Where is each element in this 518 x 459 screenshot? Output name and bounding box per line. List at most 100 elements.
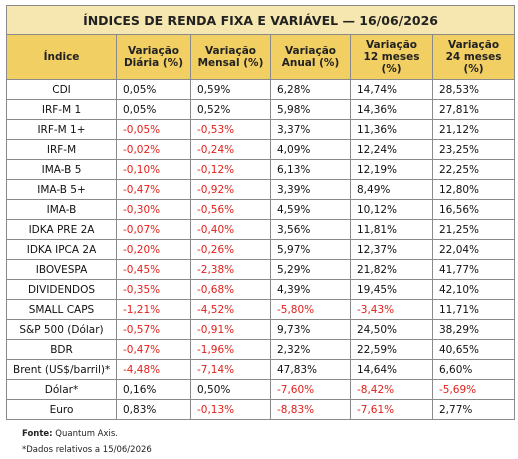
header-cell: Variação Anual (%) (270, 34, 351, 80)
value-cell: 6,60% (431, 359, 516, 380)
table-row: IDKA PRE 2A -0,07% -0,40% 3,56% 11,81% 21,25% (6, 219, 516, 240)
index-name: SMALL CAPS (6, 299, 117, 320)
note: *Dados relativos a 15/06/2026 (22, 445, 152, 455)
source: Quantum Axis. (55, 429, 119, 439)
value-cell: 41,77% (431, 259, 516, 280)
table-row: IRF-M 1+ -0,05% -0,53% 3,37% 11,36% 21,12% (6, 119, 516, 140)
value-cell: -1,96% (190, 339, 271, 360)
index-name: IDKA IPCA 2A (6, 239, 117, 260)
index-name: Dólar* (6, 379, 117, 400)
value-cell: 40,65% (431, 339, 516, 360)
value-cell: 5,97% (270, 239, 351, 260)
table-row: CDI 0,05% 0,59% 6,28% 14,74% 28,53% (6, 79, 516, 100)
value-cell: 23,25% (431, 139, 516, 160)
table-row: DIVIDENDOS -0,35% -0,68% 4,39% 19,45% 42,10% (6, 279, 516, 300)
value-cell: 0,05% (116, 79, 191, 100)
index-name: Brent (US$/barril)* (6, 359, 117, 380)
value-cell: -5,69% (431, 379, 516, 400)
value-cell: 47,83% (270, 359, 351, 380)
table-row: IMA-B -0,30% -0,56% 4,59% 10,12% 16,56% (6, 199, 516, 220)
index-name: IRF-M (6, 139, 117, 160)
value-cell: 0,50% (190, 379, 271, 400)
value-cell: -7,61% (350, 399, 433, 420)
value-cell: -0,92% (190, 179, 271, 200)
header-row: Índice Variação Diária (%) Variação Mensal… (6, 34, 516, 80)
value-cell: 16,56% (431, 199, 516, 220)
index-name: IMA-B (6, 199, 117, 220)
value-cell: 4,39% (270, 279, 351, 300)
value-cell: 28,53% (431, 79, 516, 100)
table-row: IMA-B 5 -0,10% -0,12% 6,13% 12,19% 22,25% (6, 159, 516, 180)
value-cell: -7,14% (190, 359, 271, 380)
value-cell: -5,80% (270, 299, 351, 320)
value-cell: 6,13% (270, 159, 351, 180)
value-cell: 12,24% (350, 139, 433, 160)
value-cell: 22,25% (431, 159, 516, 180)
value-cell: 0,52% (190, 99, 271, 120)
value-cell: -0,20% (116, 239, 191, 260)
source-line: Fonte: Quantum Axis. (22, 426, 152, 442)
value-cell: -0,30% (116, 199, 191, 220)
header-cell: Índice (6, 34, 117, 80)
table-row: BDR -0,47% -1,96% 2,32% 22,59% 40,65% (6, 339, 516, 360)
value-cell: -3,43% (350, 299, 433, 320)
value-cell: 11,81% (350, 219, 433, 240)
value-cell: 5,98% (270, 99, 351, 120)
value-cell: 4,09% (270, 139, 351, 160)
value-cell: 12,80% (431, 179, 516, 200)
value-cell: 14,74% (350, 79, 433, 100)
value-cell: -8,42% (350, 379, 433, 400)
index-name: IDKA PRE 2A (6, 219, 117, 240)
footnotes: Fonte: Quantum Axis. *Dados relativos a … (22, 426, 152, 458)
value-cell: -0,68% (190, 279, 271, 300)
value-cell: -0,12% (190, 159, 271, 180)
value-cell: 42,10% (431, 279, 516, 300)
table-row: Euro 0,83% -0,13% -8,83% -7,61% 2,77% (6, 399, 516, 420)
value-cell: 21,82% (350, 259, 433, 280)
value-cell: 11,36% (350, 119, 433, 140)
value-cell: -0,02% (116, 139, 191, 160)
value-cell: -0,56% (190, 199, 271, 220)
value-cell: 14,64% (350, 359, 433, 380)
value-cell: 38,29% (431, 319, 516, 340)
index-name: IMA-B 5 (6, 159, 117, 180)
index-name: CDI (6, 79, 117, 100)
index-name: IRF-M 1 (6, 99, 117, 120)
value-cell: 0,83% (116, 399, 191, 420)
value-cell: -0,13% (190, 399, 271, 420)
header-cell: Variação Mensal (%) (190, 34, 271, 80)
value-cell: 2,77% (431, 399, 516, 420)
index-name: S&P 500 (Dólar) (6, 319, 117, 340)
header-cell: Variação Diária (%) (116, 34, 191, 80)
value-cell: 24,50% (350, 319, 433, 340)
value-cell: 8,49% (350, 179, 433, 200)
value-cell: 21,25% (431, 219, 516, 240)
value-cell: 19,45% (350, 279, 433, 300)
value-cell: 3,56% (270, 219, 351, 240)
index-name: IMA-B 5+ (6, 179, 117, 200)
table-row: IDKA IPCA 2A -0,20% -0,26% 5,97% 12,37% 22,04… (6, 239, 516, 260)
value-cell: 9,73% (270, 319, 351, 340)
table-row: IRF-M -0,02% -0,24% 4,09% 12,24% 23,25% (6, 139, 516, 160)
value-cell: -4,52% (190, 299, 271, 320)
value-cell: 2,32% (270, 339, 351, 360)
value-cell: 0,16% (116, 379, 191, 400)
value-cell: 12,19% (350, 159, 433, 180)
value-cell: -0,47% (116, 339, 191, 360)
header-cell: Variação 12 meses (%) (350, 34, 433, 80)
value-cell: -0,35% (116, 279, 191, 300)
value-cell: -8,83% (270, 399, 351, 420)
table-row: IBOVESPA -0,45% -2,38% 5,29% 21,82% 41,77% (6, 259, 516, 280)
table-row: IRF-M 1 0,05% 0,52% 5,98% 14,36% 27,81% (6, 99, 516, 120)
table-row: SMALL CAPS -1,21% -4,52% -5,80% -3,43% 11,71% (6, 299, 516, 320)
value-cell: -0,57% (116, 319, 191, 340)
value-cell: -0,45% (116, 259, 191, 280)
value-cell: 5,29% (270, 259, 351, 280)
value-cell: 6,28% (270, 79, 351, 100)
value-cell: -0,07% (116, 219, 191, 240)
value-cell: -0,40% (190, 219, 271, 240)
index-table: ÍNDICES DE RENDA FIXA E VARIÁVEL — 16/06… (5, 5, 516, 420)
value-cell: -0,10% (116, 159, 191, 180)
index-name: IRF-M 1+ (6, 119, 117, 140)
table-row: S&P 500 (Dólar) -0,57% -0,91% 9,73% 24,50% 38… (6, 319, 516, 340)
